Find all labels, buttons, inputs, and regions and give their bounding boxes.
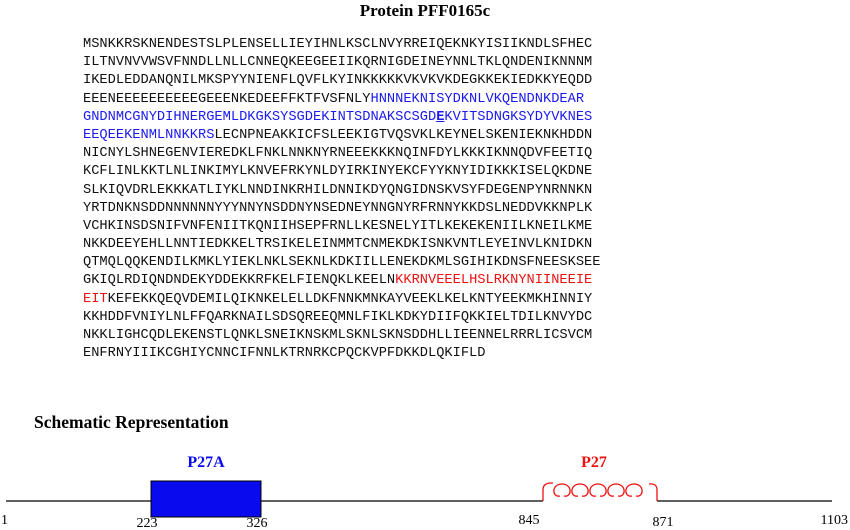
p27a-region-text: HNNNEKNISYDKNLVKQENDNKDEAR (370, 91, 585, 107)
sequence-line: NKKDEEYEHLLNNTIEDKKELTRSIKELEINMMTCNMEKD… (83, 236, 600, 254)
sequence-segment: IKEDLEDDANQNILMKSPYYNIENFLQVFLKYINKKKKKV… (83, 73, 593, 89)
p27a-region-text: EEQEEKENMLNNKKRS (83, 127, 215, 143)
sequence-segment: ENFRNYIIIKCGHIYCNNCIFNNLKTRNRKCPQCKVPFDK… (83, 346, 486, 362)
p27a-start-label: 223 (137, 516, 158, 530)
p27a-end-label: 326 (247, 516, 268, 530)
sequence-line: VCHKINSDSNIFVNFENIITKQNIIHSEPFRNLLKESNEL… (83, 218, 600, 236)
p27-region-text: KKRNVEEELHSLRKNYNIINEEIE (395, 273, 593, 289)
p27a-domain-box (150, 480, 262, 518)
sequence-line: ILTNVNVVWSVFNNDLLNLLCNNEQKEEGEEIIKQRNIGD… (83, 54, 600, 72)
sequence-line: EITKEFEKKQEQVDEMILQIKNKELELLDKFNNKMNKAYV… (83, 291, 600, 309)
p27-helix-coil (542, 482, 658, 501)
sequence-segment: NICNYLSHNEGENVIEREDKLFNKLNNKNYRNEEEKKKNQ… (83, 146, 593, 162)
sequence-line: GKIQLRDIQNDNDEKYDDEKKRFKELFIENQKLKEELNKK… (83, 272, 600, 290)
sequence-line: NKKLIGHCQDLEKENSTLQNKLSNEIKNSKMLSKNLSKNS… (83, 327, 600, 345)
sequence-segment: NKKLIGHCQDLEKENSTLQNKLSNEIKNSKMLSKNLSKNS… (83, 328, 593, 343)
p27a-label: P27A (187, 454, 225, 471)
sequence-segment: EEENEEEEEEEEEEGEEENKEDEEFFKTFVSFNLY (83, 91, 371, 107)
protein-title: Protein PFF0165c (359, 1, 491, 20)
sequence-line: ENFRNYIIIKCGHIYCNNCIFNNLKTRNRKCPQCKVPFDK… (83, 345, 600, 363)
start-position-label: 1 (1, 513, 8, 528)
sequence-segment: VCHKINSDSNIFVNFENIITKQNIIHSEPFRNLLKESNEL… (83, 218, 593, 234)
sequence-line: SLKIQVDRLEKKKATLIYKLNNDINKRHILDNNIKDYQNG… (83, 182, 600, 200)
sequence-segment: MSNKKRSKNENDESTSLPLENSELLIEYIHNLKSCLNVYR… (83, 37, 593, 52)
sequence-line: GNDNMCGNYDIHNERGEMLDKGKSYSGDEKINTSDNAKSC… (83, 109, 600, 127)
sequence-segment: KEFEKKQEQVDEMILQIKNKELELLDKFNNKMNKAYVEEK… (107, 291, 593, 307)
highlighted-residue: E (436, 109, 445, 125)
schematic-title: Schematic Representation (34, 412, 229, 432)
protein-sequence: MSNKKRSKNENDESTSLPLENSELLIEYIHNLKSCLNVYR… (83, 36, 600, 363)
sequence-segment: NKKDEEYEHLLNNTIEDKKELTRSIKELEINMMTCNMEKD… (83, 237, 593, 253)
p27-start-label: 845 (519, 513, 540, 528)
sequence-segment: LECNPNEAKKICFSLEEKIGTVQSVKLKEYNELSKENIEK… (214, 127, 593, 143)
sequence-segment: GKIQLRDIQNDNDEKYDDEKKRFKELFIENQKLKEELN (83, 273, 396, 289)
schematic-diagram: P27A P27 1 223 326 845 871 1103 (1, 454, 848, 530)
p27a-region-text: GNDNMCGNYDIHNERGEMLDKGKSYSGDEKINTSDNAKSC… (83, 109, 437, 125)
sequence-segment: SLKIQVDRLEKKKATLIYKLNNDINKRHILDNNIKDYQNG… (83, 182, 593, 198)
p27a-region-text: KVITSDNGKSYDYVKNES (444, 109, 593, 125)
p27-end-label: 871 (653, 515, 674, 530)
sequence-line: YRTDNKNSDDNNNNNNYYYNNYNSDDNYNSEDNEYNNGNY… (83, 200, 600, 218)
sequence-line: EEENEEEEEEEEEEGEEENKEDEEFFKTFVSFNLYHNNNE… (83, 91, 600, 109)
sequence-line: MSNKKRSKNENDESTSLPLENSELLIEYIHNLKSCLNVYR… (83, 36, 600, 54)
sequence-line: KKHDDFVNIYLNLFFQARKNAILSDSQREEQMNLFIKLKD… (83, 309, 600, 327)
p27-region-text: EIT (83, 291, 108, 307)
sequence-line: KCFLINLKKTLNLINKIMYLKNVEFRKYNLDYIRKINYEK… (83, 163, 600, 181)
sequence-segment: ILTNVNVVWSVFNNDLLNLLCNNEQKEEGEEIIKQRNIGD… (83, 55, 593, 71)
sequence-segment: QTMQLQQKENDILKMKLYIEKLNKLSEKNLKDKIILLENE… (83, 255, 601, 271)
sequence-segment: YRTDNKNSDDNNNNNNYYYNNYNSDDNYNSEDNEYNNGNY… (83, 200, 593, 216)
sequence-segment: KKHDDFVNIYLNLFFQARKNAILSDSQREEQMNLFIKLKD… (83, 309, 593, 325)
end-position-label: 1103 (821, 513, 848, 528)
sequence-line: NICNYLSHNEGENVIEREDKLFNKLNNKNYRNEEEKKKNQ… (83, 145, 600, 163)
sequence-line: IKEDLEDDANQNILMKSPYYNIENFLQVFLKYINKKKKKV… (83, 72, 600, 90)
sequence-segment: KCFLINLKKTLNLINKIMYLKNVEFRKYNLDYIRKINYEK… (83, 164, 593, 180)
sequence-line: QTMQLQQKENDILKMKLYIEKLNKLSEKNLKDKIILLENE… (83, 254, 600, 272)
sequence-line: EEQEEKENMLNNKKRSLECNPNEAKKICFSLEEKIGTVQS… (83, 127, 600, 145)
p27-label: P27 (581, 454, 607, 471)
